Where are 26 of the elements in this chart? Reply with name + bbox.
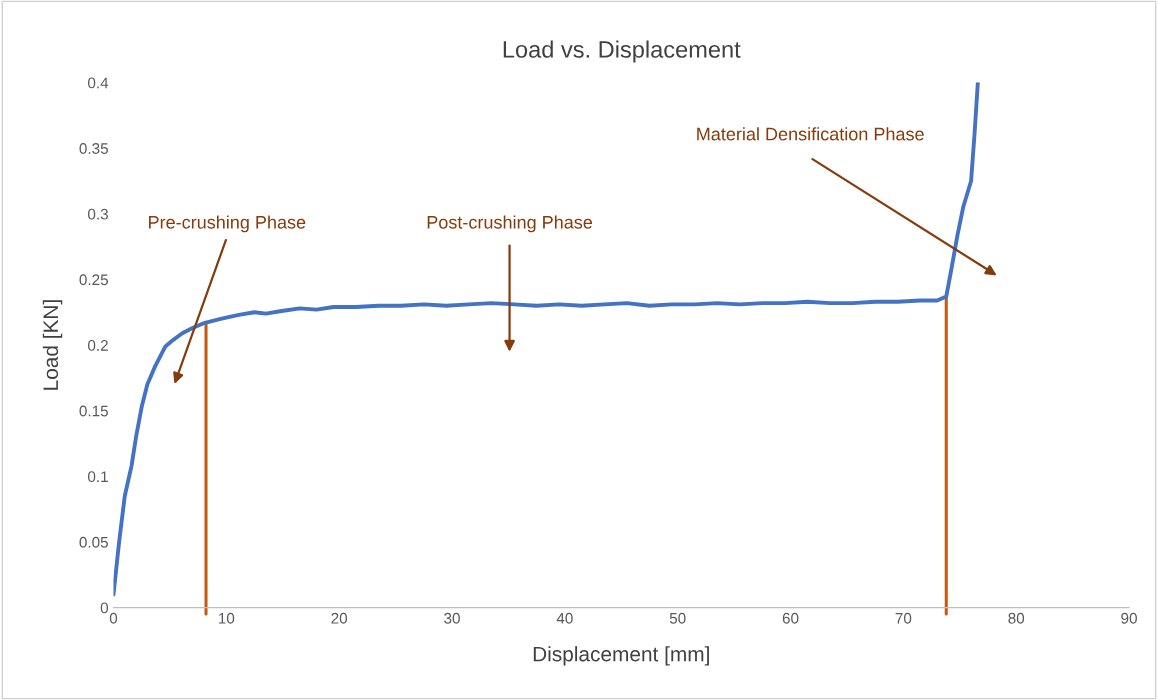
- x-tick-label: 50: [669, 612, 686, 624]
- x-tick-label: 70: [895, 612, 912, 624]
- x-tick-label: 10: [218, 612, 235, 624]
- annotation: Pre-crushing Phase: [149, 215, 306, 233]
- y-axis-title: Load [KN]: [42, 300, 63, 390]
- y-tick-label: 0.05: [79, 536, 108, 548]
- y-tick-label: 0.15: [79, 405, 108, 417]
- x-tick-label: 40: [556, 612, 573, 624]
- chart-title: Load vs. Displacement: [503, 40, 741, 63]
- y-tick-label: 0.3: [87, 208, 108, 220]
- x-tick-label: 80: [1008, 612, 1025, 624]
- y-tick-label: 0.4: [87, 77, 109, 89]
- y-tick-label: 0.1: [87, 471, 108, 483]
- y-tick-label: 0.25: [79, 274, 108, 286]
- y-tick-label: 0.35: [79, 143, 108, 154]
- x-tick-label: 20: [331, 612, 348, 624]
- annotation: Material Densification Phase: [697, 127, 924, 141]
- x-axis-title: Displacement [mm]: [533, 646, 709, 666]
- y-tick-label: 0.2: [87, 339, 108, 351]
- y-tick-label: 0: [100, 602, 109, 614]
- x-tick-label: 30: [444, 612, 460, 624]
- line-series: [113, 82, 980, 597]
- x-tick-label: 60: [782, 612, 799, 624]
- annotation: Post-crushing Phase: [427, 215, 593, 233]
- x-tick-label: 90: [1121, 612, 1137, 624]
- x-tick-label: 0: [109, 612, 118, 624]
